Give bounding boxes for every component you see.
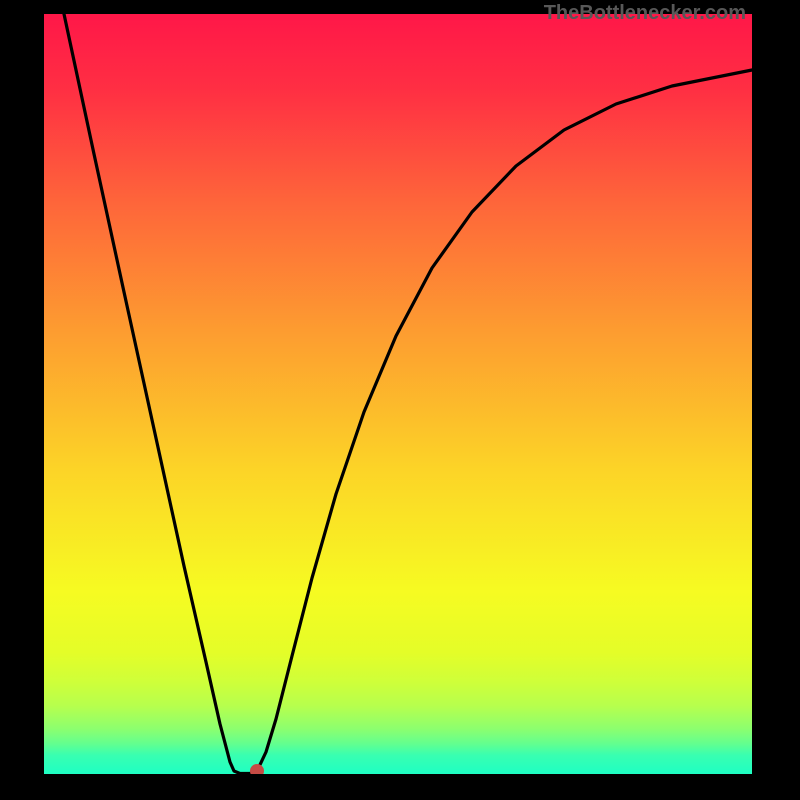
border-left (0, 0, 44, 800)
border-right (752, 0, 800, 800)
plot-area (44, 14, 752, 774)
credit-label: TheBottlenecker.com (544, 2, 746, 25)
bottleneck-curve (64, 14, 752, 774)
chart-frame: TheBottlenecker.com (0, 0, 800, 800)
border-bottom (0, 774, 800, 800)
chart-svg (44, 14, 752, 774)
